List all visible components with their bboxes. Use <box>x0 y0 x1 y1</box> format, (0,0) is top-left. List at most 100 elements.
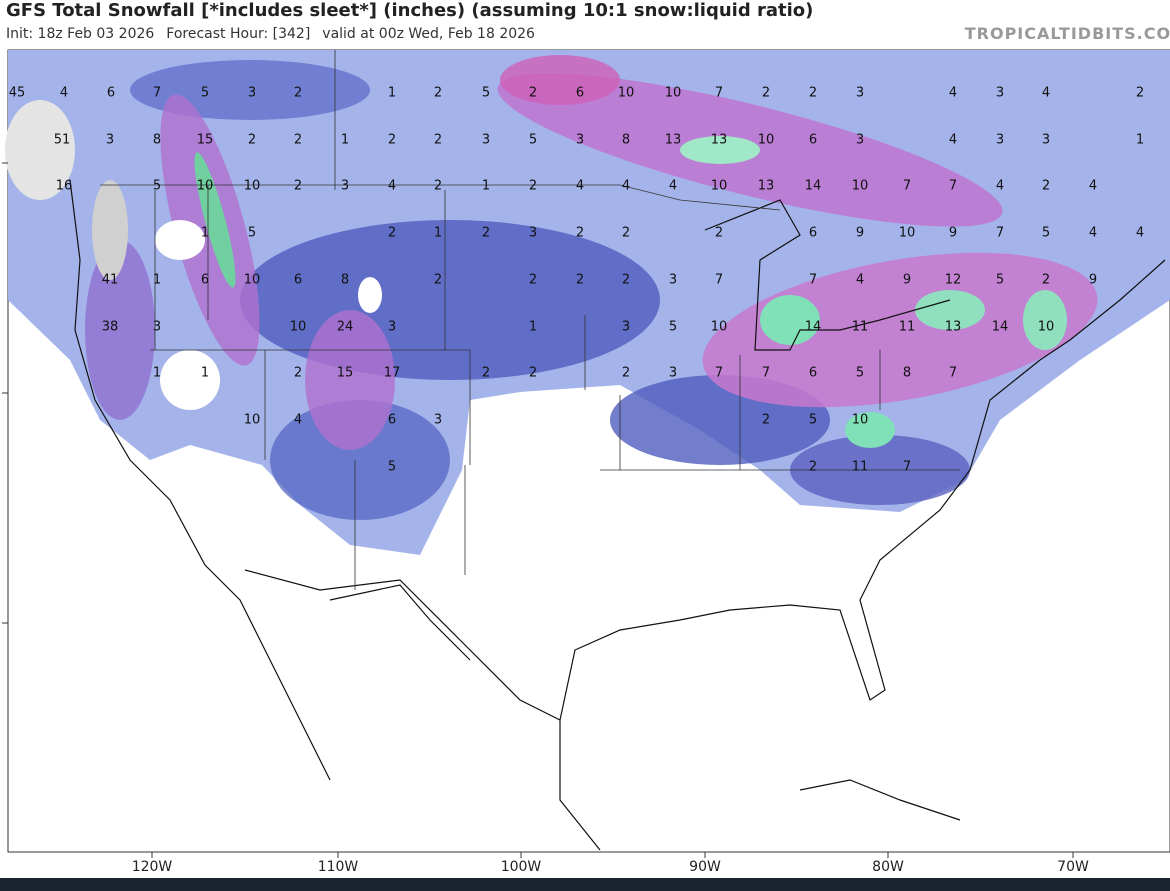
title: GFS Total Snowfall [*includes sleet*] (i… <box>6 0 814 21</box>
snow-amount: 10 <box>290 320 307 335</box>
snow-amount: 14 <box>992 320 1009 335</box>
snow-amount: 9 <box>903 273 911 288</box>
snow-amount: 6 <box>809 133 817 148</box>
snow-amount: 8 <box>622 133 630 148</box>
snow-amount: 7 <box>153 86 161 101</box>
snow-amount: 2 <box>529 86 537 101</box>
snow-amount: 3 <box>622 320 630 335</box>
snow-amount: 7 <box>762 366 770 381</box>
snow-amount: 9 <box>856 226 864 241</box>
longitude-label: 70W <box>1057 859 1089 875</box>
borders <box>100 50 960 590</box>
snow-amount: 6 <box>107 86 115 101</box>
snow-amount: 4 <box>949 86 957 101</box>
snow-amount: 10 <box>618 86 635 101</box>
snow-amount: 5 <box>388 460 396 475</box>
snow-amount: 8 <box>341 273 349 288</box>
snow-amount: 2 <box>434 179 442 194</box>
snow-amount: 2 <box>434 133 442 148</box>
snow-amount: 13 <box>711 133 728 148</box>
snow-amount: 10 <box>758 133 775 148</box>
snow-amount: 7 <box>996 226 1004 241</box>
snow-amount: 5 <box>809 413 817 428</box>
snow-amount: 6 <box>809 226 817 241</box>
snow-amount: 6 <box>294 273 302 288</box>
snow-amount: 5 <box>996 273 1004 288</box>
snow-amount: 3 <box>669 366 677 381</box>
snow-amount: 6 <box>388 413 396 428</box>
snow-amount: 2 <box>1042 273 1050 288</box>
longitude-label: 110W <box>318 859 359 875</box>
snow-amount: 2 <box>388 226 396 241</box>
longitude-label: 120W <box>132 859 173 875</box>
snow-amount: 4 <box>60 86 68 101</box>
snow-amount: 2 <box>622 366 630 381</box>
snow-amount: 24 <box>337 320 354 335</box>
snow-amount: 4 <box>294 413 302 428</box>
snow-amount: 16 <box>56 179 73 194</box>
snow-amount: 10 <box>244 179 261 194</box>
snow-amount: 14 <box>805 179 822 194</box>
snow-amount: 10 <box>711 179 728 194</box>
snow-amount: 14 <box>805 320 822 335</box>
snow-amount: 10 <box>899 226 916 241</box>
snow-amount: 2 <box>294 366 302 381</box>
snow-amount: 13 <box>945 320 962 335</box>
snow-amount: 7 <box>903 460 911 475</box>
snow-amount: 2 <box>294 86 302 101</box>
snow-amount: 10 <box>852 413 869 428</box>
snow-amount: 11 <box>852 320 869 335</box>
snow-amount: 4 <box>1089 226 1097 241</box>
snow-amount: 10 <box>1038 320 1055 335</box>
snow-amount: 2 <box>715 226 723 241</box>
snow-amount: 1 <box>341 133 349 148</box>
snow-amount: 4 <box>576 179 584 194</box>
forecast-hour: Forecast Hour: [342] <box>166 26 311 42</box>
snow-amount: 13 <box>758 179 775 194</box>
longitude-label: 80W <box>872 859 904 875</box>
snow-amount: 7 <box>949 366 957 381</box>
snow-amount: 2 <box>294 133 302 148</box>
snow-amount: 1 <box>388 86 396 101</box>
snow-amount: 7 <box>715 273 723 288</box>
snow-amount: 2 <box>529 179 537 194</box>
snow-amount: 10 <box>197 179 214 194</box>
snow-amount: 3 <box>1042 133 1050 148</box>
snow-amount: 1 <box>529 320 537 335</box>
footer-bar <box>0 878 1170 891</box>
snow-amount: 2 <box>529 366 537 381</box>
snow-amount: 13 <box>665 133 682 148</box>
snow-amount: 3 <box>388 320 396 335</box>
snow-amount: 2 <box>294 179 302 194</box>
snow-amount: 4 <box>622 179 630 194</box>
snow-amount: 4 <box>1136 226 1144 241</box>
snow-amount: 2 <box>482 226 490 241</box>
snow-amount: 10 <box>244 413 261 428</box>
snow-amount: 1 <box>153 366 161 381</box>
snow-amount: 2 <box>762 86 770 101</box>
snow-amount: 3 <box>434 413 442 428</box>
snow-amount: 3 <box>669 273 677 288</box>
snow-amount: 7 <box>903 179 911 194</box>
snow-amount: 2 <box>622 273 630 288</box>
snow-amount: 1 <box>1136 133 1144 148</box>
snow-amount: 8 <box>903 366 911 381</box>
snow-amount: 3 <box>996 133 1004 148</box>
snow-amount: 4 <box>856 273 864 288</box>
snow-amount: 12 <box>945 273 962 288</box>
valid-time: valid at 00z Wed, Feb 18 2026 <box>322 26 535 42</box>
snow-amount: 2 <box>762 413 770 428</box>
snow-amount: 3 <box>856 86 864 101</box>
snow-amount: 45 <box>9 86 26 101</box>
snow-amount: 3 <box>153 320 161 335</box>
snow-amount: 2 <box>482 366 490 381</box>
snow-amount: 4 <box>388 179 396 194</box>
snow-amount: 11 <box>899 320 916 335</box>
snow-amount: 1 <box>482 179 490 194</box>
snow-amount: 15 <box>337 366 354 381</box>
snow-amount: 3 <box>106 133 114 148</box>
snow-amount: 41 <box>102 273 119 288</box>
snow-amount: 4 <box>1042 86 1050 101</box>
